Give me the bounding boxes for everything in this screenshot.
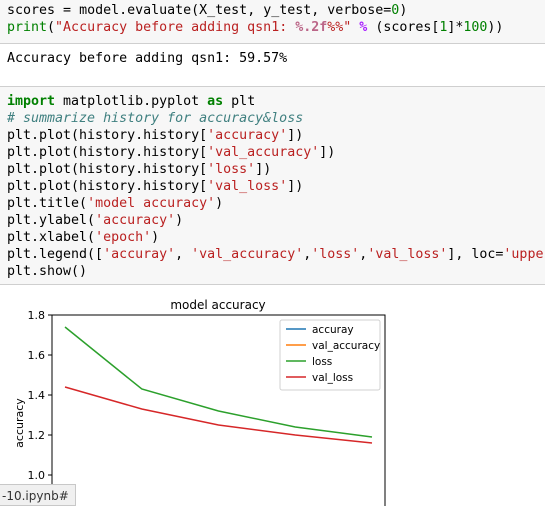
code-line-plot-accuracy: plt.plot(history.history['accuracy'])	[7, 128, 304, 143]
notebook-tab[interactable]: -10.ipynb#	[0, 484, 76, 506]
chart-y-ticks: 0.81.01.21.41.61.8	[28, 309, 52, 482]
code-line-xlabel: plt.xlabel('epoch')	[7, 230, 160, 245]
chart-y-axis-label: accuracy	[13, 398, 26, 448]
legend-label: accuray	[312, 324, 354, 336]
accuracy-loss-chart: model accuracy accuracy 0.81.01.21.41.61…	[13, 298, 386, 506]
y-tick-label: 1.2	[28, 429, 46, 442]
y-tick-label: 1.0	[28, 469, 46, 482]
legend-label: loss	[312, 356, 332, 368]
code-line-plot-loss: plt.plot(history.history['loss'])	[7, 162, 272, 177]
code-line-print: print("Accuracy before adding qsn1: %.2f…	[7, 20, 504, 35]
code-line-ylabel: plt.ylabel('accuracy')	[7, 213, 184, 228]
code-line-evaluate: scores = model.evaluate(X_test, y_test, …	[7, 3, 408, 18]
code-line-comment: # summarize history for accuracy&loss	[7, 111, 304, 126]
code-cell-evaluate[interactable]: scores = model.evaluate(X_test, y_test, …	[0, 0, 545, 44]
series-line-loss	[64, 326, 373, 438]
code-line-legend: plt.legend(['accuray', 'val_accuracy','l…	[7, 247, 545, 262]
chart-series-lines	[64, 326, 373, 444]
legend-label: val_accuracy	[312, 340, 380, 352]
legend-box	[279, 319, 381, 391]
code-line-plot-val-loss: plt.plot(history.history['val_loss'])	[7, 179, 304, 194]
code-line-plot-val-accuracy: plt.plot(history.history['val_accuracy']…	[7, 145, 336, 160]
code-line-title: plt.title('model accuracy')	[7, 196, 224, 211]
series-line-val-loss	[64, 386, 373, 444]
code-line-import: import matplotlib.pyplot as plt	[7, 94, 256, 109]
code-cell-plot[interactable]: import matplotlib.pyplot as plt # summar…	[0, 86, 545, 285]
y-tick-label: 1.4	[28, 389, 46, 402]
cell-output-accuracy: Accuracy before adding qsn1: 59.57%	[7, 51, 288, 66]
code-line-show: plt.show()	[7, 264, 88, 279]
y-tick-label: 1.6	[28, 349, 46, 362]
legend-label: val_loss	[312, 372, 353, 384]
y-tick-label: 1.8	[28, 309, 46, 322]
chart-title: model accuracy	[170, 298, 265, 312]
